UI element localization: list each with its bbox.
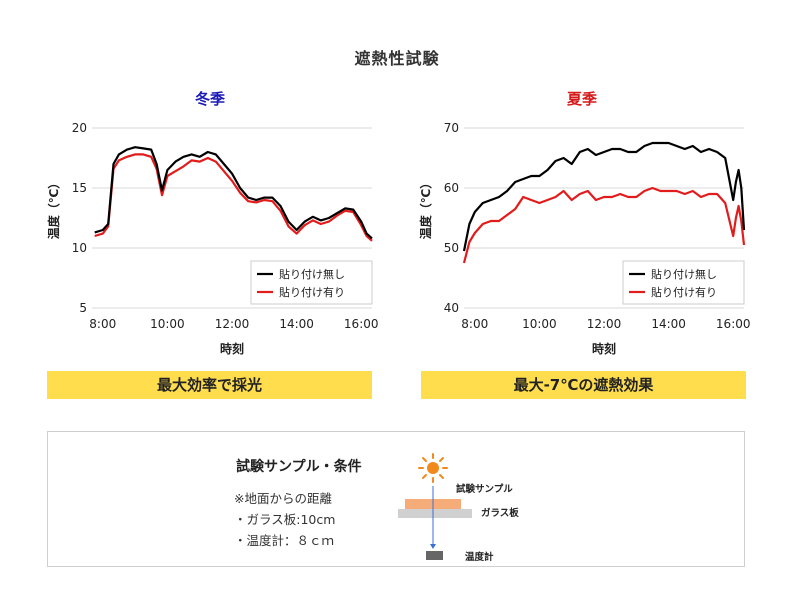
legend-box (622, 260, 745, 305)
y-tick-label: 20 (72, 121, 87, 135)
conditions-title: 試験サンプル・条件 (236, 459, 362, 475)
x-tick-label: 12:00 (215, 317, 250, 331)
y-axis-label: 温度（℃） (46, 177, 61, 240)
legend-label: 貼り付け無し (279, 267, 345, 281)
y-tick-label: 10 (72, 241, 87, 255)
y-tick-label: 5 (79, 301, 87, 315)
x-tick-label: 16:00 (344, 317, 379, 331)
y-tick-label: 60 (444, 181, 459, 195)
diagram-sample-label: 試験サンプル (456, 483, 513, 495)
x-tick-label: 10:00 (522, 317, 557, 331)
legend-box (250, 260, 373, 305)
test-setup-diagram: 試験サンプル ガラス板 温度計 (388, 450, 588, 565)
distance-note-heading: ※地面からの距離 (234, 491, 332, 506)
legend-label: 貼り付け有り (651, 285, 717, 299)
summer-chart-panel: 夏季 40 50 60 70 8:00 10:00 12:00 14:00 16:00 時刻 温度（… (412, 86, 752, 366)
thermometer-shape (426, 551, 443, 560)
series-line-with-film (94, 153, 373, 242)
summer-season-label: 夏季 (566, 90, 597, 108)
glass-distance: ・ガラス板:10cm (234, 512, 336, 527)
test-conditions-box: 試験サンプル・条件 ※地面からの距離 ・ガラス板:10cm ・温度計：８ｃｍ (47, 431, 745, 567)
series-line-with-film (462, 186, 746, 264)
x-axis-label: 時刻 (592, 341, 616, 356)
thermometer-distance: ・温度計：８ｃｍ (234, 533, 335, 548)
y-tick-label: 15 (72, 181, 87, 195)
x-tick-label: 16:00 (716, 317, 751, 331)
y-tick-label: 50 (444, 241, 459, 255)
series-line-without-film (462, 141, 746, 252)
diagram-thermometer-label: 温度計 (465, 551, 494, 563)
x-tick-label: 10:00 (150, 317, 185, 331)
legend-label: 貼り付け有り (279, 285, 345, 299)
x-tick-label: 8:00 (461, 317, 488, 331)
y-tick-label: 70 (444, 121, 459, 135)
main-title: 遮熱性試験 (354, 49, 440, 68)
summer-chart: 40 50 60 70 8:00 10:00 12:00 14:00 16:00 時刻 温度（℃） 貼… (418, 121, 751, 356)
x-tick-label: 12:00 (587, 317, 622, 331)
y-axis-label: 温度（℃） (418, 177, 433, 240)
winter-chart-panel: 冬季 5 10 15 20 8:00 10:00 12:00 14:00 16:00 時刻 温度（℃… (40, 86, 380, 366)
winter-season-label: 冬季 (194, 90, 225, 108)
x-tick-label: 14:00 (279, 317, 314, 331)
x-axis-label: 時刻 (220, 341, 244, 356)
heat-arrow-head (430, 544, 436, 549)
diagram-glass-label: ガラス板 (481, 507, 519, 519)
glass-plate-shape (398, 509, 472, 518)
y-tick-label: 40 (444, 301, 459, 315)
x-tick-label: 8:00 (89, 317, 116, 331)
legend-label: 貼り付け無し (651, 267, 717, 281)
x-tick-label: 14:00 (651, 317, 686, 331)
sun-icon (418, 453, 448, 483)
winter-chart: 5 10 15 20 8:00 10:00 12:00 14:00 16:00 時刻 温度（℃） 貼り… (46, 121, 379, 356)
winter-result-banner: 最大効率で採光 (47, 371, 372, 399)
series-line-without-film (94, 146, 373, 240)
summer-result-banner: 最大-7℃の遮熱効果 (421, 371, 746, 399)
